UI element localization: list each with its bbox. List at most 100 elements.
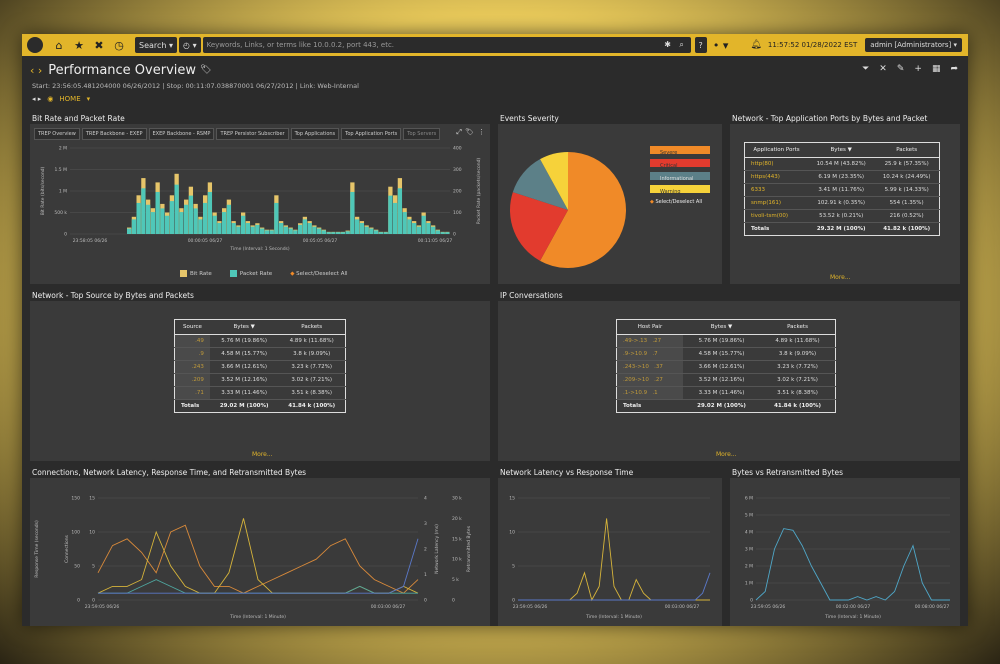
- x-tick-label: 00:05:05 06/27: [303, 238, 338, 244]
- packetrate-bar: [264, 230, 270, 234]
- table-row[interactable]: 6333 3.41 M (11.76%) 5.99 k (14.33%): [744, 183, 940, 197]
- tag-icon[interactable]: 🏷︎: [200, 65, 212, 75]
- host-pair-link[interactable]: .49->.13 .27: [616, 334, 683, 348]
- back-forward-nav[interactable]: ‹ ›: [30, 63, 43, 77]
- cell-packets: 216 (0.52%): [874, 209, 940, 223]
- source-link[interactable]: .9: [174, 347, 210, 361]
- home-icon[interactable]: ⌂: [55, 38, 63, 52]
- tab-trep-backbone[interactable]: TREP Backbone - EXEP: [81, 128, 147, 140]
- tab-trep-persistor[interactable]: TREP Persistor Subscriber: [216, 128, 289, 140]
- host-pair-link[interactable]: .1->10.9 .1: [616, 386, 683, 400]
- more-icon[interactable]: • ▾: [712, 38, 729, 52]
- table-row[interactable]: .1->10.9 .1 3.33 M (11.46%) 3.51 k (8.38%): [616, 386, 836, 400]
- crumb-dropdown-icon[interactable]: ▾: [86, 95, 91, 103]
- col-bytes[interactable]: Bytes ▼: [682, 319, 761, 335]
- legend-severe-label: Severe: [660, 149, 678, 156]
- cell-packets: 3.51 k (8.38%): [760, 386, 836, 400]
- panel-menu-icon[interactable]: ⋮: [478, 128, 485, 136]
- legend-severe[interactable]: Severe: [650, 144, 713, 157]
- port-link[interactable]: http(80): [744, 157, 809, 171]
- port-link[interactable]: tivoli-tsm(00): [744, 209, 809, 223]
- table-row[interactable]: .49->.13 .27 5.76 M (19.86%) 4.89 k (11.68…: [616, 334, 836, 348]
- col-app-ports[interactable]: Application Ports: [744, 142, 809, 158]
- legend-bit-rate[interactable]: Bit Rate: [180, 270, 212, 277]
- packetrate-bar: [198, 219, 203, 234]
- col-packets[interactable]: Packets: [278, 319, 346, 335]
- legend-events-select-all[interactable]: ◆ Select/Deselect All: [650, 199, 703, 205]
- table-row[interactable]: tivoli-tsm(00) 53.52 k (0.21%) 216 (0.52%): [744, 209, 940, 223]
- host-pair-link[interactable]: .209->10 .27: [616, 373, 683, 387]
- ports-more-link[interactable]: More...: [830, 274, 851, 281]
- col-bytes[interactable]: Bytes ▼: [209, 319, 279, 335]
- table-row[interactable]: .9 4.58 M (15.77%) 3.8 k (9.09%): [174, 347, 346, 361]
- table-row[interactable]: .9->10.9 .7 4.58 M (15.77%) 3.8 k (9.09%): [616, 347, 836, 361]
- table-row[interactable]: .71 3.33 M (11.46%) 3.51 k (8.38%): [174, 386, 346, 400]
- tag-panel-icon[interactable]: 🏷︎: [465, 128, 474, 136]
- packetrate-bar: [188, 195, 194, 234]
- latency-panel: 15 10 5 0 23:59:05 06/26 00:03:00 06/27 Time (…: [498, 478, 722, 626]
- host-pair-b: .37: [654, 364, 663, 370]
- search-icon[interactable]: ⌕: [679, 40, 684, 49]
- table-row[interactable]: .209 3.52 M (12.16%) 3.02 k (7.21%): [174, 373, 346, 387]
- table-row[interactable]: .243->10 .37 3.66 M (12.61%) 3.23 k (7.72%…: [616, 360, 836, 374]
- sources-more-link[interactable]: More...: [252, 451, 273, 458]
- col-bytes[interactable]: Bytes ▼: [808, 142, 875, 158]
- table-row[interactable]: .209->10 .27 3.52 M (12.16%) 3.02 k (7.21%…: [616, 373, 836, 387]
- clock-icon[interactable]: ◷: [114, 38, 124, 52]
- tools-icon[interactable]: ✖: [94, 38, 104, 52]
- ports-panel: Application Ports Bytes ▼ Packets http(8…: [730, 124, 960, 284]
- col-source[interactable]: Source: [174, 319, 210, 335]
- filter-icon[interactable]: ⏷: [862, 64, 870, 74]
- app-logo-icon[interactable]: [27, 37, 43, 53]
- legend-select-all[interactable]: ◆ Select/Deselect All: [290, 270, 348, 277]
- calendar-icon[interactable]: ▦: [931, 64, 941, 74]
- user-menu[interactable]: admin [Administrators] ▾: [865, 38, 962, 52]
- col-host-pair[interactable]: Host Pair: [616, 319, 683, 335]
- events-panel-title: Events Severity: [500, 114, 562, 124]
- tab-top-servers[interactable]: Top Servers: [403, 128, 441, 140]
- tab-top-applications[interactable]: Top Applications: [290, 128, 340, 140]
- port-link[interactable]: snmp(161): [744, 196, 809, 210]
- y3-tick-label: 4: [424, 496, 427, 502]
- settings-icon[interactable]: ✱: [664, 40, 671, 49]
- packetrate-bar: [407, 219, 412, 234]
- legend-informational[interactable]: Informational: [650, 170, 713, 183]
- host-pair-link[interactable]: .243->10 .37: [616, 360, 683, 374]
- home-crumb[interactable]: HOME: [59, 95, 81, 103]
- edit-icon[interactable]: ✎: [896, 64, 905, 74]
- search-input[interactable]: Keywords, Links, or terms like 10.0.0.2,…: [202, 37, 691, 53]
- tab-top-app-ports[interactable]: Top Application Ports: [341, 128, 402, 140]
- source-link[interactable]: .49: [174, 334, 210, 348]
- table-row[interactable]: http(80) 10.54 M (43.82%) 25.9 k (57.35%): [744, 157, 940, 171]
- help-button[interactable]: ?: [694, 37, 707, 53]
- y3-tick-label: 1: [424, 572, 427, 578]
- source-link[interactable]: .71: [174, 386, 210, 400]
- search-type-select[interactable]: Search ▾: [135, 37, 178, 53]
- source-link[interactable]: .243: [174, 360, 210, 374]
- table-row[interactable]: snmp(161) 102.91 k (0.35%) 554 (1.35%): [744, 196, 940, 210]
- share-icon[interactable]: ➦: [950, 64, 958, 74]
- legend-warning[interactable]: Warning: [650, 183, 713, 196]
- col-packets[interactable]: Packets: [874, 142, 940, 158]
- col-packets[interactable]: Packets: [760, 319, 836, 335]
- table-row[interactable]: .243 3.66 M (12.61%) 3.23 k (7.72%): [174, 360, 346, 374]
- host-pair-link[interactable]: .9->10.9 .7: [616, 347, 683, 361]
- tab-trep-overview[interactable]: TREP Overview: [34, 128, 80, 140]
- port-link[interactable]: 6333: [744, 183, 809, 197]
- history-select[interactable]: ◴ ▾: [179, 37, 201, 53]
- table-row[interactable]: .49 5.76 M (19.86%) 4.89 k (11.68%): [174, 334, 346, 348]
- crumb-nav[interactable]: ◂ ▸: [32, 95, 42, 103]
- table-row[interactable]: https(443) 6.19 M (23.35%) 10.24 k (24.49%…: [744, 170, 940, 184]
- port-link[interactable]: https(443): [744, 170, 809, 184]
- legend-critical[interactable]: Critical: [650, 157, 713, 170]
- clear-icon[interactable]: ✕: [879, 64, 887, 74]
- add-icon[interactable]: +: [914, 64, 922, 74]
- events-legend: Severe Critical Informational Warning ◆ …: [650, 144, 713, 209]
- tab-exep-backbone[interactable]: EXEP Backbone - RSMP: [148, 128, 215, 140]
- source-link[interactable]: .209: [174, 373, 210, 387]
- bell-icon[interactable]: 🔔︎: [750, 40, 762, 50]
- conversations-more-link[interactable]: More...: [716, 451, 737, 458]
- legend-packet-rate[interactable]: Packet Rate: [229, 270, 272, 277]
- star-icon[interactable]: ★: [74, 38, 84, 52]
- expand-icon[interactable]: ⤢: [456, 128, 462, 136]
